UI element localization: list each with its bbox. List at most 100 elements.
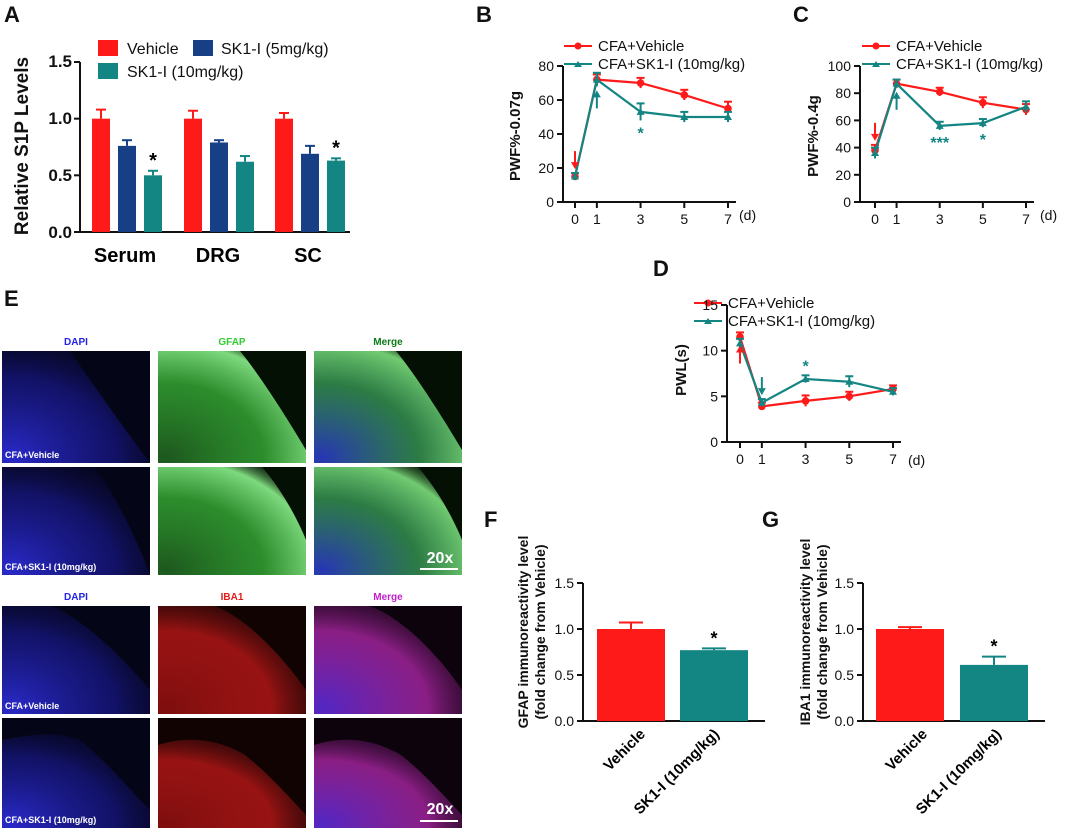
bar (680, 650, 748, 721)
y-tick-label: 20 (835, 167, 851, 183)
bar (327, 160, 345, 232)
bar (301, 153, 319, 232)
significance-marker: *** (930, 135, 949, 152)
panel-f-y-axis-label-line2: (fold change from Vehicle) (532, 544, 548, 719)
data-point (736, 339, 744, 347)
data-point (801, 374, 810, 382)
panel-label-b: B (476, 2, 492, 27)
x-category-label: Vehicle (600, 726, 649, 775)
bar (92, 118, 110, 232)
significance-marker: * (802, 358, 809, 375)
injection-arrow-head (571, 162, 579, 170)
panel-label-c: C (793, 2, 809, 27)
column-header-dapi: DAPI (64, 592, 88, 603)
panel-c-legend: CFA+Vehicle CFA+SK1-I (10mg/kg) (862, 38, 1043, 73)
significance-marker: * (637, 125, 644, 142)
data-point (680, 91, 689, 99)
injection-arrow-head (757, 388, 766, 396)
legend-marker-vehicle (704, 299, 712, 307)
legend-swatch-vehicle (98, 40, 118, 56)
y-tick-label: 0.5 (835, 667, 855, 683)
y-tick-label: 20 (538, 160, 554, 176)
tissue-dapi (2, 351, 150, 463)
bar (876, 629, 944, 721)
x-category-label: DRG (196, 245, 240, 267)
y-tick-label: 1.5 (835, 575, 855, 591)
x-tick-label: 3 (802, 451, 810, 467)
bar (960, 664, 1028, 721)
data-point (636, 107, 645, 115)
data-point (571, 172, 579, 180)
tissue-merge (314, 467, 462, 575)
legend-label-vehicle: Vehicle (127, 41, 179, 58)
x-tick-label: 0 (736, 451, 744, 467)
data-point (1022, 102, 1030, 110)
legend-label-vehicle: CFA+Vehicle (598, 38, 684, 55)
panel-e-micrographs: E DAPI GFAP Merge CFA+Vehicle CFA+SK1-I … (2, 286, 462, 828)
panel-b-line-chart: B PWF%-0.07g CFA+Vehicle CFA+SK1-I (10mg… (476, 2, 756, 227)
x-tick-label: 3 (936, 211, 944, 227)
tissue-dapi (2, 467, 150, 575)
panel-c-y-axis-label: PWF%-0.4g (805, 95, 822, 177)
significance-marker: * (990, 637, 997, 657)
y-tick-label: 0.0 (48, 223, 72, 242)
tissue-iba1 (158, 739, 306, 828)
y-tick-label: 1.0 (48, 109, 72, 128)
panel-label-d: D (653, 256, 669, 281)
panel-f-y-axis-label-line1: GFAP immunoreactivity level (515, 536, 531, 729)
x-tick-label: 7 (724, 211, 732, 227)
data-point (845, 377, 854, 385)
data-point (680, 113, 689, 120)
y-tick-label: 0.0 (835, 713, 855, 729)
data-point (892, 79, 901, 87)
data-point (757, 398, 766, 406)
y-tick-label: 15 (702, 297, 718, 313)
y-tick-label: 0.5 (555, 667, 575, 683)
data-point (724, 104, 732, 113)
bar (210, 142, 228, 232)
legend-label-vehicle: CFA+Vehicle (896, 38, 982, 55)
panel-a-tick-labels: 0.0 0.5 1.0 1.5 Serum DRG SC (48, 52, 322, 267)
y-tick-label: 80 (538, 58, 554, 74)
panel-label-f: F (484, 507, 497, 532)
tissue-merge (314, 606, 462, 714)
panel-g-y-axis-label-line1: IBA1 immunoreactivity level (797, 539, 813, 726)
legend-label-sk10: SK1-I (10mg/kg) (127, 64, 243, 81)
bar (597, 629, 665, 721)
panel-label-e: E (4, 286, 19, 311)
x-unit-label: (d) (739, 207, 756, 223)
panel-d-y-axis-label: PWL(s) (673, 344, 690, 396)
panel-a-bars: ** (92, 108, 345, 232)
bar (144, 175, 162, 232)
x-tick-label: 7 (1022, 211, 1030, 227)
column-header-iba1: IBA1 (221, 592, 244, 603)
y-tick-label: 80 (835, 85, 851, 101)
x-category-label: Vehicle (882, 726, 931, 775)
y-tick-label: 5 (710, 388, 718, 404)
y-tick-label: 0 (843, 194, 851, 210)
row-label: CFA+Vehicle (5, 701, 59, 711)
panel-d-line-chart: D PWL(s) CFA+Vehicle CFA+SK1-I (10mg/kg)… (653, 256, 925, 468)
panel-a-y-axis-label: Relative S1P Levels (12, 57, 33, 235)
y-tick-label: 0.0 (555, 713, 575, 729)
panel-g-plot: 0.0 0.5 1.0 1.5 * (835, 575, 1045, 729)
legend-marker-sk10 (704, 318, 712, 324)
y-tick-label: 100 (828, 58, 852, 74)
bar (184, 118, 202, 232)
x-tick-label: 1 (593, 211, 601, 227)
data-point (889, 387, 897, 395)
tissue-merge (314, 351, 462, 463)
x-tick-label: 5 (680, 211, 688, 227)
column-header-merge: Merge (373, 592, 403, 603)
tissue-merge (314, 739, 462, 828)
significance-marker: * (149, 150, 157, 172)
panel-f-plot: 0.0 0.5 1.0 1.5 * (555, 575, 765, 729)
x-tick-label: 7 (889, 451, 897, 467)
legend-marker-sk10 (872, 61, 880, 67)
legend-swatch-sk5 (193, 40, 213, 56)
y-tick-label: 1.0 (555, 621, 575, 637)
